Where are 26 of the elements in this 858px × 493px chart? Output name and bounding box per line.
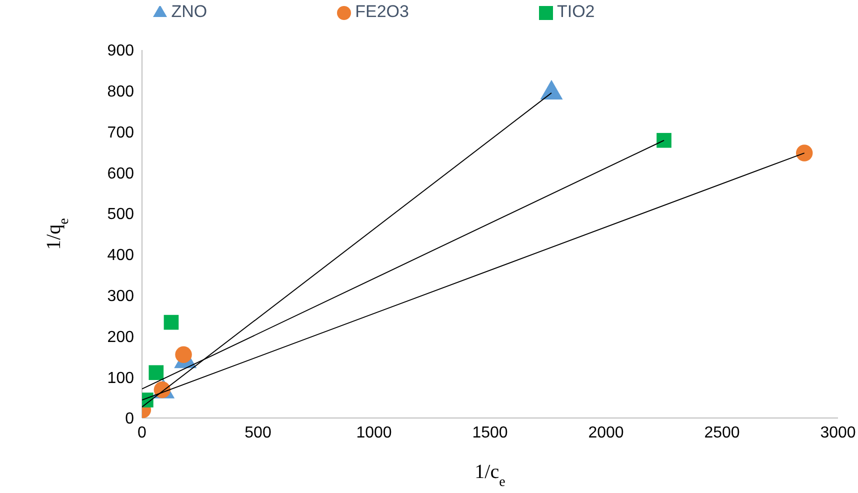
point [796, 144, 813, 162]
point [656, 132, 672, 148]
y-tick-label: 600 [107, 165, 134, 182]
point [175, 346, 192, 363]
y-tick-label: 400 [107, 247, 134, 264]
y-tick-label: 0 [125, 410, 134, 428]
y-tick-label: 500 [107, 206, 134, 224]
x-axis-title: 1/c$_{e}$ [474, 461, 506, 490]
x-tick-label: 2500 [704, 424, 740, 442]
y-tick-label: 100 [107, 370, 134, 387]
y-tick-label: 800 [107, 84, 134, 101]
legend-label: TIO2 [556, 2, 595, 21]
y-tick-label: 700 [107, 124, 134, 142]
legend-label: FE2O3 [355, 2, 409, 21]
y-tick-label: 300 [107, 288, 134, 306]
x-tick-label: 500 [244, 424, 272, 442]
x-tick-label: 1000 [356, 424, 392, 442]
point [164, 314, 179, 330]
legend-label: ZNO [171, 2, 208, 21]
x-tick-label: 2000 [588, 424, 624, 442]
x-tick-label: 3000 [820, 424, 856, 442]
x-tick-label: 1500 [472, 424, 508, 442]
point [148, 365, 164, 380]
y-tick-label: 900 [107, 42, 134, 60]
x-tick-label: 0 [138, 424, 147, 442]
y-tick-label: 200 [107, 328, 134, 346]
